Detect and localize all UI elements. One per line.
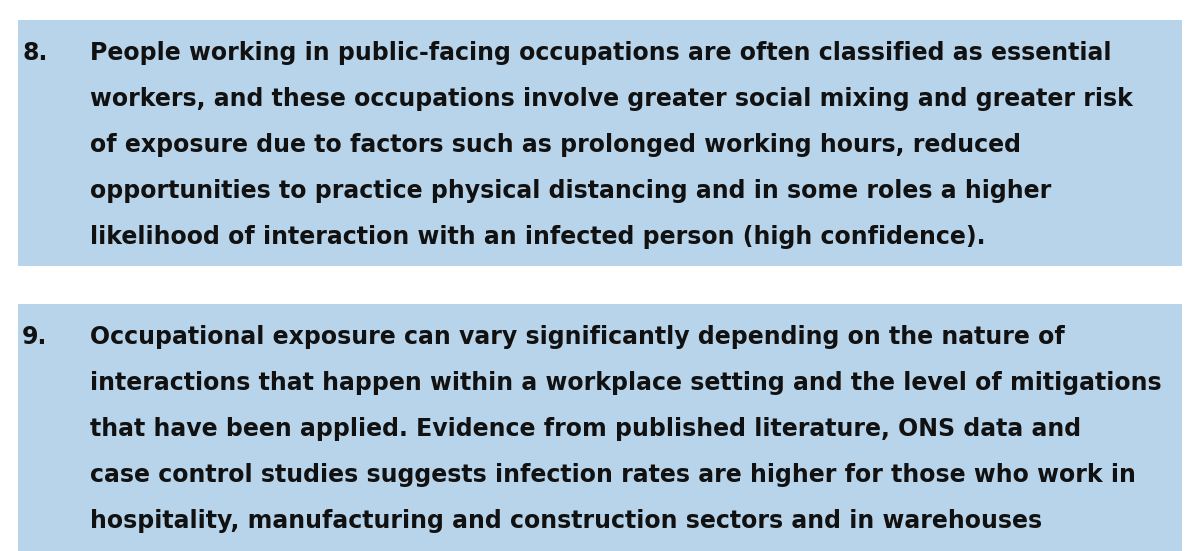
Text: likelihood of interaction with an infected person (high confidence).: likelihood of interaction with an infect…	[90, 225, 985, 249]
Text: workers, and these occupations involve greater social mixing and greater risk: workers, and these occupations involve g…	[90, 87, 1133, 111]
Text: opportunities to practice physical distancing and in some roles a higher: opportunities to practice physical dista…	[90, 179, 1051, 203]
Text: of exposure due to factors such as prolonged working hours, reduced: of exposure due to factors such as prolo…	[90, 133, 1021, 157]
Text: Occupational exposure can vary significantly depending on the nature of: Occupational exposure can vary significa…	[90, 325, 1064, 349]
Text: interactions that happen within a workplace setting and the level of mitigations: interactions that happen within a workpl…	[90, 371, 1162, 395]
Text: that have been applied. Evidence from published literature, ONS data and: that have been applied. Evidence from pu…	[90, 417, 1081, 441]
Text: People working in public-facing occupations are often classified as essential: People working in public-facing occupati…	[90, 41, 1111, 66]
Bar	[18, 20, 1182, 266]
Bar	[18, 304, 1182, 551]
Text: 9.: 9.	[22, 325, 47, 349]
Text: 8.: 8.	[22, 41, 47, 66]
Text: case control studies suggests infection rates are higher for those who work in: case control studies suggests infection …	[90, 463, 1136, 487]
Text: hospitality, manufacturing and construction sectors and in warehouses: hospitality, manufacturing and construct…	[90, 509, 1042, 533]
